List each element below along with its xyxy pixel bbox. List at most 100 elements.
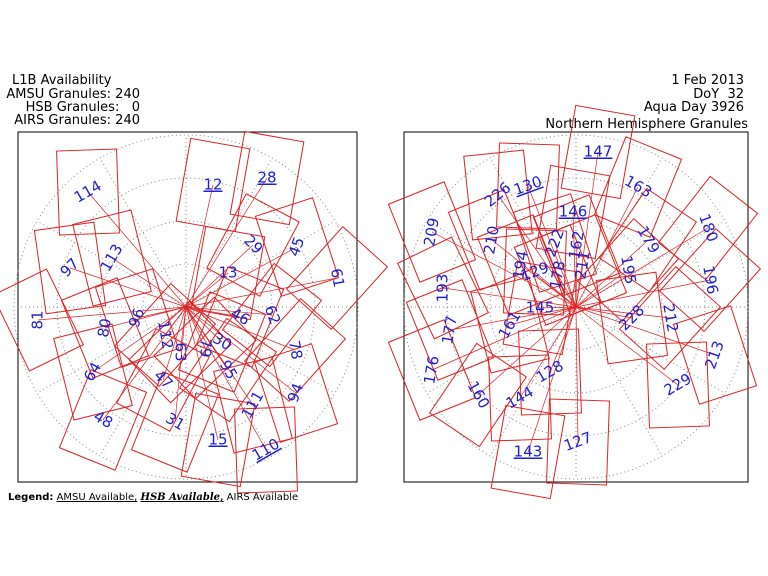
legend-amsu: AMSU Available, [57,492,138,503]
latitude-circle [13,134,359,480]
granule-outline [396,236,490,340]
header-line: Aqua Day 3926 [644,100,744,115]
granule-outline [56,148,120,236]
granule-edge [185,306,241,318]
granule-edge [575,279,711,308]
granule-number: 177 [438,314,461,345]
granule-edge [185,306,297,394]
granule-edge [575,264,584,308]
granule-edge [37,306,187,321]
granule-edge [575,269,629,308]
header-line: AIRS Granules: 240 [14,113,140,128]
header-line: 1 Feb 2013 [671,73,744,88]
granule-edge [102,306,187,421]
granule-number: 146 [559,203,588,221]
granule-number: 145 [526,299,555,317]
granule-number: 94 [284,381,307,405]
granule-edge [539,306,577,309]
granule-edge [185,306,223,343]
granule-edge [185,277,338,308]
granule-edge [449,306,577,331]
granule-edge [104,306,187,329]
granule-outline [72,209,152,307]
granule-edge [185,246,298,308]
granule-number: 96 [125,306,148,330]
granule-edge [185,244,254,308]
granule-outline [229,130,305,226]
granule-outline [213,356,293,454]
granule-number: 78 [285,339,306,361]
granule-edge [92,306,187,373]
meridian [426,220,577,308]
latitude-circle [532,263,620,351]
granule-edge [534,271,577,308]
meridian [36,306,187,394]
legend-line: Legend: AMSU Available, HSB Available, A… [8,492,298,503]
legend-title: Legend: [8,492,53,503]
granule-edge [527,306,577,453]
granule-outline [576,218,680,322]
granule-number: 212 [659,302,682,333]
granule-outline [503,228,567,316]
meridian [36,220,187,308]
granule-outline [595,271,669,365]
granule-number: 79 [197,338,215,357]
granule-edge [519,306,577,399]
legend-hsb: HSB Available, [140,492,224,503]
granule-outline [387,319,477,421]
granule-outline [672,305,758,405]
granule-edge [185,306,296,351]
granule-number: 194 [509,249,532,280]
header-line: HSB Granules: 0 [26,100,140,115]
granule-outline [496,142,560,230]
granule-number: 13 [218,264,237,282]
granule-number: 62 [261,303,284,327]
granule-edge [87,191,187,308]
granule-number: 195 [617,254,640,285]
granule-outline [253,343,339,443]
granule-edge [185,306,254,406]
granule-edge [527,185,577,308]
legend: Legend: AMSU Available, HSB Available, A… [8,492,298,503]
granule-number: 176 [420,354,443,385]
granule-number: 63 [172,342,190,361]
header-line: L1B Availability [12,73,112,88]
granule-edge [185,306,267,451]
granule-edge [549,306,577,373]
granule-outline [532,194,622,296]
granule-edge [575,306,579,443]
granule-outline [658,228,762,332]
granule-outline [243,298,347,402]
granule-edge [575,306,679,386]
granule-number: 45 [285,235,308,259]
granule-number: 211 [571,249,594,280]
granule-outline [657,175,759,281]
latitude-circle [99,220,273,394]
granule-edge [575,239,649,308]
granule-outline [177,291,267,393]
header-line: Northern Hemisphere Granules [545,117,748,132]
granule-edge [575,306,633,319]
granule-edge [162,306,187,381]
granule-number: 12 [203,176,222,194]
granule-number: 28 [257,169,276,187]
granule-outline [538,214,628,316]
granule-edge [520,264,577,308]
meridian [185,157,273,308]
meridian [575,306,663,457]
granule-outline [546,398,610,486]
granule-outline [447,189,537,291]
meridian [185,306,273,457]
meridian [99,306,187,457]
granule-edge [575,306,671,319]
granule-number: 143 [514,443,543,461]
granule-outline [490,404,566,500]
meridian [575,220,726,308]
granule-outline [234,406,298,494]
granule-outline [190,225,266,321]
meridian [489,306,577,457]
granule-edge [431,306,577,371]
granule-outline [206,193,300,297]
